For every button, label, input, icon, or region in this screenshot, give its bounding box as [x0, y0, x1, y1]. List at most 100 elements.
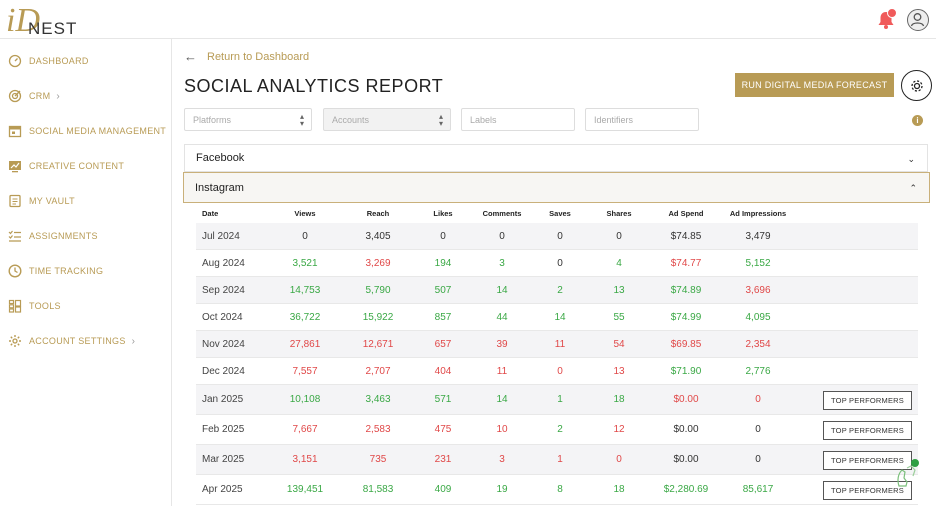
sidebar-item-label: ACCOUNT SETTINGS ›: [29, 335, 136, 347]
col-views: Views: [294, 209, 316, 218]
facebook-accordion[interactable]: Facebook ⌄: [184, 144, 928, 172]
sidebar-item-tools[interactable]: TOOLS: [0, 295, 172, 317]
col-likes: Likes: [433, 209, 453, 218]
top-performers-button[interactable]: TOP PERFORMERS: [823, 481, 912, 500]
cell-reach: 5,790: [365, 285, 391, 296]
sidebar-item-label: CREATIVE CONTENT: [29, 161, 125, 171]
sidebar-item-account-settings[interactable]: ACCOUNT SETTINGS ›: [0, 330, 172, 352]
top-performers-button[interactable]: TOP PERFORMERS: [823, 391, 912, 410]
cell-reach: 12,671: [362, 339, 394, 350]
clock-icon: [8, 264, 22, 278]
cell-ad-impressions: 0: [755, 454, 761, 465]
identifiers-input[interactable]: Identifiers: [585, 108, 699, 131]
target-icon: [8, 89, 22, 103]
cell-ad-impressions: 4,095: [745, 312, 771, 323]
cell-reach: 3,405: [365, 231, 391, 242]
cell-ad-impressions: 85,617: [742, 484, 774, 495]
cell-ad-spend: $71.90: [670, 366, 702, 377]
return-to-dashboard-link[interactable]: ← Return to Dashboard: [184, 49, 309, 64]
platforms-select[interactable]: Platforms ▴ ▾: [184, 108, 312, 131]
info-icon[interactable]: i: [912, 115, 923, 126]
cell-saves: 2: [557, 285, 563, 296]
table-row: Apr 2025 139,451 81,583 409 19 8 18 $2,280.69 85…: [196, 475, 918, 505]
cell-shares: 54: [613, 339, 625, 350]
cell-date: Dec 2024: [202, 366, 245, 377]
sidebar-item-dashboard[interactable]: DASHBOARD: [0, 50, 172, 72]
chevron-right-icon: ›: [131, 335, 136, 347]
sidebar-item-label: ASSIGNMENTS: [29, 231, 98, 241]
sidebar-item-label: SOCIAL MEDIA MANAGEMENT: [29, 126, 167, 136]
sidebar-item-social-media-management[interactable]: SOCIAL MEDIA MANAGEMENT: [0, 120, 172, 142]
table-row: Jul 2024 0 3,405 0 0 0 0 $74.85 3,479: [196, 223, 918, 250]
settings-button[interactable]: [901, 70, 932, 101]
cell-saves: 11: [554, 339, 566, 350]
bell-icon[interactable]: [877, 8, 897, 30]
table-row: Mar 2025 3,151 735 231 3 1 0 $0.00 0 TOP PERFORME…: [196, 445, 918, 475]
col-shares: Shares: [606, 209, 632, 218]
checklist-icon: [8, 230, 21, 242]
cell-ad-spend: $0.00: [673, 424, 699, 435]
cell-saves: 0: [557, 231, 563, 242]
cell-views: 3,151: [292, 454, 318, 465]
cell-date: Feb 2025: [202, 424, 245, 435]
cell-shares: 13: [613, 285, 625, 296]
col-reach: Reach: [366, 209, 390, 218]
cell-ad-spend: $74.89: [670, 285, 702, 296]
cell-ad-spend: $0.00: [673, 454, 699, 465]
cell-likes: 194: [434, 258, 452, 269]
cell-ad-impressions: 0: [755, 424, 761, 435]
main-content: ← Return to Dashboard SOCIAL ANALYTICS R…: [173, 39, 936, 506]
cell-comments: 14: [496, 394, 508, 405]
table-row: Nov 2024 27,861 12,671 657 39 11 54 $69.85 2,354: [196, 331, 918, 358]
sidebar-item-creative-content[interactable]: CREATIVE CONTENT: [0, 155, 172, 177]
cell-comments: 19: [496, 484, 508, 495]
cell-reach: 3,463: [365, 394, 391, 405]
cell-views: 36,722: [289, 312, 321, 323]
sidebar-item-time-tracking[interactable]: TIME TRACKING: [0, 260, 172, 282]
cell-views: 0: [302, 231, 308, 242]
arrow-left-icon: ←: [184, 49, 197, 64]
sidebar-item-my-vault[interactable]: MY VAULT: [0, 190, 172, 212]
cell-comments: 14: [496, 285, 508, 296]
sidebar-item-crm[interactable]: CRM ›: [0, 85, 172, 107]
cell-views: 27,861: [289, 339, 321, 350]
labels-placeholder: Labels: [470, 114, 497, 125]
cell-likes: 857: [434, 312, 452, 323]
sidebar-item-assignments[interactable]: ASSIGNMENTS: [0, 225, 172, 247]
cell-comments: 10: [496, 424, 508, 435]
cell-reach: 2,707: [365, 366, 391, 377]
top-performers-button[interactable]: TOP PERFORMERS: [823, 421, 912, 440]
cell-date: Apr 2025: [202, 484, 243, 495]
table-row: Dec 2024 7,557 2,707 404 11 0 13 $71.90 2,776: [196, 358, 918, 385]
facebook-accordion-label: Facebook: [196, 152, 245, 164]
user-avatar[interactable]: [907, 9, 929, 31]
cell-reach: 81,583: [362, 484, 394, 495]
instagram-accordion[interactable]: Instagram ⌃: [183, 172, 930, 203]
cell-ad-impressions: 3,696: [745, 285, 771, 296]
cell-ad-spend: $74.77: [670, 258, 702, 269]
run-forecast-button[interactable]: RUN DIGITAL MEDIA FORECAST: [735, 73, 894, 97]
cell-date: Oct 2024: [202, 312, 243, 323]
labels-input[interactable]: Labels: [461, 108, 575, 131]
cell-reach: 3,269: [365, 258, 391, 269]
cell-shares: 18: [613, 394, 625, 405]
cell-comments: 3: [499, 258, 505, 269]
cell-saves: 1: [557, 454, 563, 465]
cell-views: 7,667: [292, 424, 318, 435]
col-ad-impressions: Ad Impressions: [729, 209, 787, 218]
sidebar-item-label: DASHBOARD: [29, 56, 89, 66]
cell-date: Aug 2024: [202, 258, 245, 269]
top-bar: iD NEST: [0, 0, 936, 39]
sidebar-item-label: MY VAULT: [29, 196, 75, 206]
cell-likes: 231: [434, 454, 452, 465]
chat-widget-icon[interactable]: [893, 460, 919, 488]
col-date: Date: [202, 209, 219, 218]
cell-views: 10,108: [289, 394, 321, 405]
table-row: Sep 2024 14,753 5,790 507 14 2 13 $74.89 3,696: [196, 277, 918, 304]
cell-date: Jan 2025: [202, 394, 244, 405]
cell-ad-impressions: 3,479: [745, 231, 771, 242]
cell-views: 139,451: [286, 484, 324, 495]
cell-ad-spend: $69.85: [670, 339, 702, 350]
cell-likes: 507: [434, 285, 452, 296]
cell-views: 3,521: [292, 258, 318, 269]
